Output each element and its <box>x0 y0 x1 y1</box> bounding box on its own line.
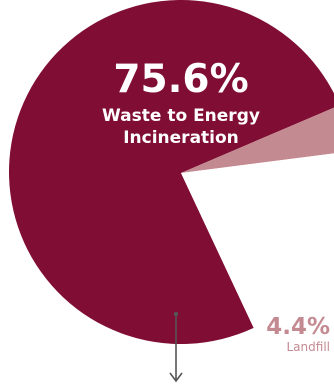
slice-label-landfill-1: Landfill <box>287 340 331 354</box>
slice-label-diverted-1: Diverted <box>139 286 212 304</box>
pie-slice-waste-to-energy <box>9 0 334 344</box>
value-label-waste-to-energy: 75.6% <box>113 57 248 102</box>
pie-annotations <box>169 311 183 383</box>
slice-label-waste-to-energy-2: Incineration <box>123 128 239 148</box>
pie-slices <box>9 0 334 344</box>
slice-label-waste-to-energy-1: Waste to Energy <box>102 106 260 126</box>
pie-slice-diverted <box>181 153 334 328</box>
pie-slice-landfill <box>181 107 334 173</box>
value-label-landfill: 4.4% <box>266 314 330 340</box>
value-label-diverted: 20% <box>138 248 215 286</box>
arrow-down-icon <box>169 372 183 383</box>
